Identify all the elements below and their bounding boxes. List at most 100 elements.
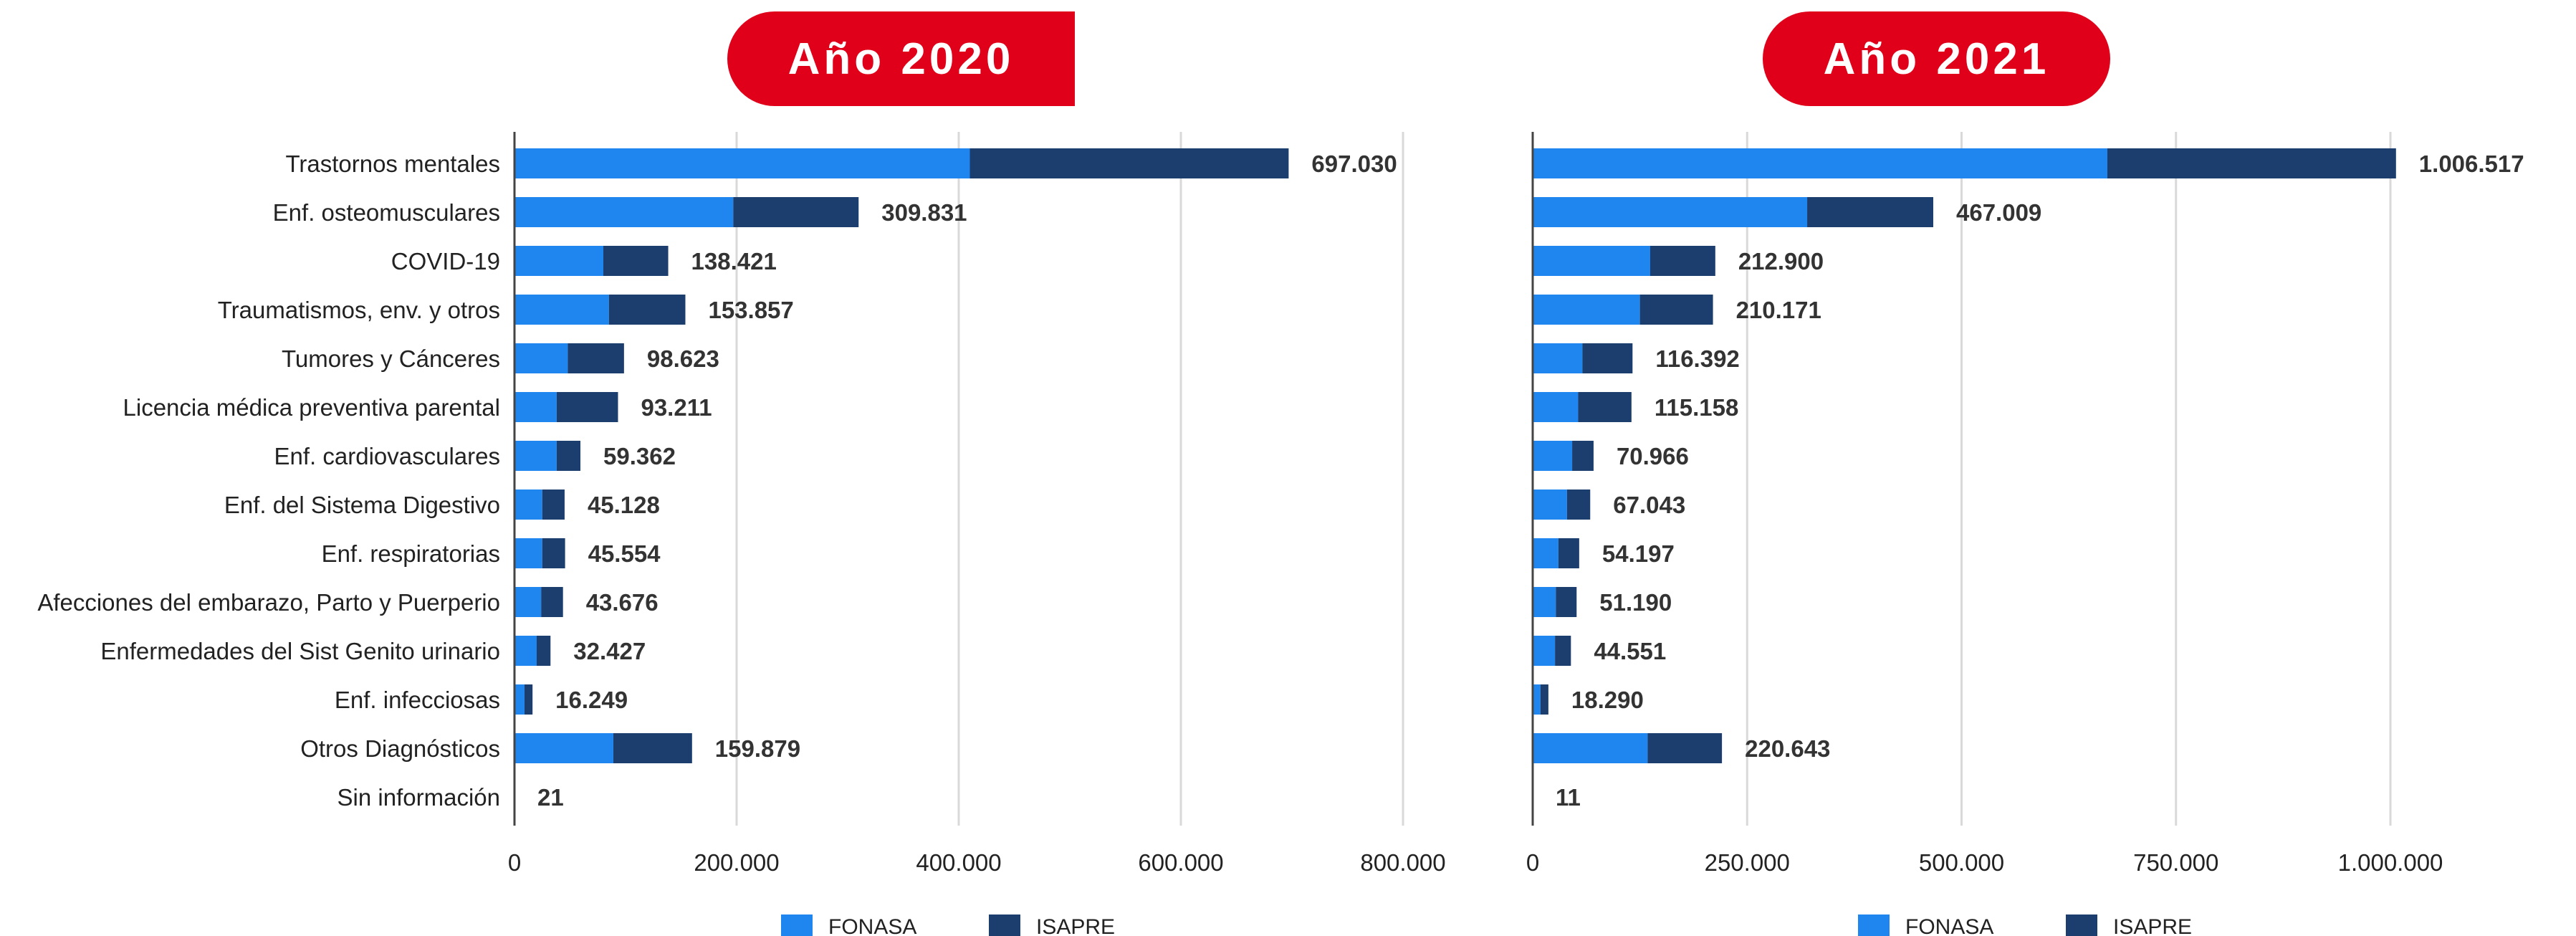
bar-fonasa-2020-1 (514, 197, 734, 227)
bar-isapre-2020-5 (556, 392, 618, 422)
bar-fonasa-2021-3 (1533, 295, 1640, 325)
bar-isapre-2021-4 (1582, 343, 1633, 373)
bar-isapre-2021-2 (1649, 246, 1715, 276)
bar-fonasa-2020-3 (514, 295, 609, 325)
legend-label-isapre-2021: ISAPRE (2113, 915, 2192, 936)
bar-isapre-2021-0 (2107, 148, 2396, 178)
legend-swatch-fonasa-2021 (1858, 914, 1890, 936)
total-label-2020-5: 93.211 (641, 394, 712, 421)
total-label-2020-4: 98.623 (647, 345, 719, 372)
total-label-2020-0: 697.030 (1311, 151, 1397, 177)
bar-isapre-2021-3 (1639, 295, 1713, 325)
total-label-2021-6: 70.966 (1617, 443, 1689, 469)
bar-fonasa-2020-4 (514, 343, 568, 373)
bar-fonasa-2021-7 (1533, 490, 1567, 520)
total-label-2020-10: 32.427 (573, 638, 646, 664)
bar-isapre-2020-4 (568, 343, 624, 373)
category-label-12: Otros Diagnósticos (300, 735, 500, 762)
bar-fonasa-2020-6 (514, 441, 557, 471)
bar-fonasa-2021-10 (1533, 636, 1556, 666)
total-label-2020-6: 59.362 (603, 443, 676, 469)
total-label-2020-3: 153.857 (708, 297, 793, 323)
total-label-2021-10: 44.551 (1594, 638, 1666, 664)
total-label-2021-1: 467.009 (1956, 199, 2041, 226)
total-label-2021-11: 18.290 (1571, 687, 1644, 713)
total-label-2020-1: 309.831 (881, 199, 967, 226)
bar-fonasa-2021-9 (1533, 587, 1556, 617)
year-badge-2020: Año 2020 (727, 11, 1075, 106)
category-label-6: Enf. cardiovasculares (274, 443, 500, 469)
x-tick-label-2020-3: 600.000 (1138, 849, 1223, 876)
bar-fonasa-2020-8 (514, 538, 542, 568)
legend-swatch-isapre-2020 (989, 914, 1020, 936)
total-label-2021-5: 115.158 (1655, 394, 1738, 421)
bar-isapre-2020-8 (542, 538, 565, 568)
year-badge-2021: Año 2021 (1763, 11, 2110, 106)
x-tick-label-2021-4: 1.000.000 (2338, 849, 2443, 876)
legend-swatch-fonasa-2020 (781, 914, 813, 936)
x-tick-label-2020-2: 400.000 (916, 849, 1001, 876)
bar-fonasa-2021-6 (1533, 441, 1573, 471)
panel-2020: Año 2020 697.030 Trastornos mentales 309.8… (37, 11, 1446, 936)
bar-isapre-2021-12 (1647, 733, 1723, 763)
bar-isapre-2021-5 (1578, 392, 1632, 422)
category-label-0: Trastornos mentales (285, 151, 500, 177)
bar-fonasa-2020-12 (514, 733, 613, 763)
legend-label-isapre-2020: ISAPRE (1036, 915, 1115, 936)
bar-fonasa-2020-5 (514, 392, 557, 422)
bar-isapre-2020-3 (608, 295, 686, 325)
legend-swatch-isapre-2021 (2066, 914, 2097, 936)
total-label-2021-7: 67.043 (1613, 492, 1685, 518)
bar-fonasa-2021-1 (1533, 197, 1808, 227)
category-label-3: Traumatismos, env. y otros (218, 297, 500, 323)
category-label-10: Enfermedades del Sist Genito urinario (100, 638, 500, 664)
bar-isapre-2021-11 (1540, 684, 1548, 715)
bar-isapre-2021-10 (1555, 636, 1571, 666)
x-tick-label-2020-0: 0 (508, 849, 521, 876)
total-label-2020-9: 43.676 (586, 589, 659, 616)
total-label-2020-13: 21 (537, 784, 564, 811)
total-label-2020-8: 45.554 (588, 540, 661, 567)
bar-isapre-2021-9 (1556, 587, 1577, 617)
category-label-7: Enf. del Sistema Digestivo (224, 492, 500, 518)
bar-isapre-2020-6 (556, 441, 581, 471)
legend-label-fonasa-2020: FONASA (828, 915, 916, 936)
total-label-2020-12: 159.879 (715, 735, 800, 762)
total-label-2021-9: 51.190 (1599, 589, 1672, 616)
total-label-2020-7: 45.128 (588, 492, 660, 518)
category-label-8: Enf. respiratorias (322, 540, 500, 567)
total-label-2021-0: 1.006.517 (2419, 151, 2524, 177)
x-tick-label-2020-4: 800.000 (1360, 849, 1445, 876)
total-label-2021-12: 220.643 (1745, 735, 1830, 762)
bar-fonasa-2021-4 (1533, 343, 1583, 373)
total-label-2020-11: 16.249 (555, 687, 628, 713)
total-label-2021-2: 212.900 (1738, 248, 1824, 274)
bar-isapre-2020-9 (541, 587, 563, 617)
bar-isapre-2020-11 (524, 684, 533, 715)
bar-fonasa-2020-9 (514, 587, 542, 617)
bar-isapre-2021-8 (1558, 538, 1579, 568)
bar-isapre-2021-7 (1566, 490, 1591, 520)
x-tick-label-2020-1: 200.000 (694, 849, 779, 876)
category-label-5: Licencia médica preventiva parental (123, 394, 500, 421)
bar-fonasa-2020-0 (514, 148, 970, 178)
total-label-2021-8: 54.197 (1602, 540, 1675, 567)
total-label-2021-13: 11 (1556, 784, 1581, 811)
total-label-2021-4: 116.392 (1655, 345, 1739, 372)
bar-fonasa-2020-11 (514, 684, 525, 715)
category-label-13: Sin información (337, 784, 500, 811)
x-tick-label-2021-0: 0 (1526, 849, 1539, 876)
bar-isapre-2020-10 (537, 636, 551, 666)
legend-label-fonasa-2021: FONASA (1905, 915, 1993, 936)
category-label-11: Enf. infecciosas (335, 687, 500, 713)
total-label-2020-2: 138.421 (691, 248, 777, 274)
bar-fonasa-2021-5 (1533, 392, 1579, 422)
category-label-4: Tumores y Cánceres (282, 345, 500, 372)
bar-fonasa-2020-10 (514, 636, 537, 666)
bar-isapre-2020-2 (603, 246, 669, 276)
bar-isapre-2020-0 (969, 148, 1289, 178)
bar-fonasa-2021-0 (1533, 148, 2107, 178)
chart-2020: 697.030 Trastornos mentales 309.831 Enf. os… (37, 132, 1446, 936)
category-label-1: Enf. osteomusculares (273, 199, 500, 226)
x-tick-label-2021-3: 750.000 (2133, 849, 2218, 876)
